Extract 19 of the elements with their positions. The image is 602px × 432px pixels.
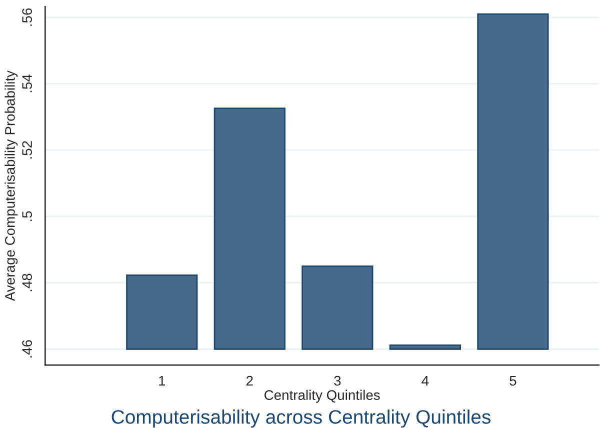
x-tick-label: 5 (510, 376, 516, 386)
y-tick-label: .52 (22, 141, 32, 158)
y-tick-label: .5 (22, 211, 32, 221)
x-tick-label: 1 (159, 376, 166, 386)
x-axis-title: Centrality Quintiles (264, 390, 380, 403)
bar (302, 266, 374, 350)
y-tick-label: .54 (22, 74, 32, 92)
bar (126, 274, 198, 350)
y-axis-title: Average Computerisability Probability (4, 70, 18, 302)
y-tick-label: .46 (22, 340, 32, 358)
bar (477, 13, 549, 350)
x-tick-label: 3 (334, 376, 341, 386)
bar (214, 108, 286, 350)
y-tick-label: .56 (22, 8, 32, 26)
x-tick-label: 4 (422, 376, 429, 386)
x-tick-label: 2 (246, 376, 253, 386)
y-tick-label: .48 (22, 274, 32, 292)
bar (389, 344, 462, 350)
text: Computerisability across Centrality Quintiles (112, 410, 490, 428)
